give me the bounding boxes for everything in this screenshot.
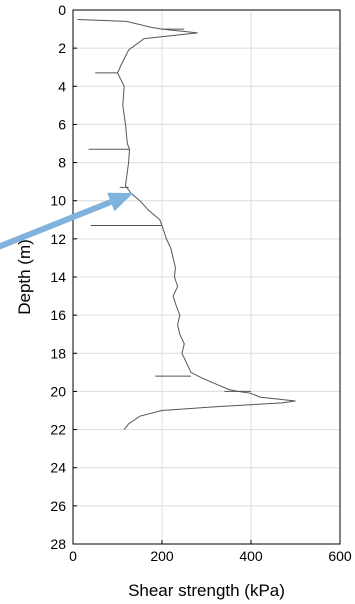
x-tick-label: 600 <box>328 548 352 564</box>
y-tick-label: 18 <box>50 345 66 361</box>
y-tick-label: 12 <box>50 231 66 247</box>
y-tick-label: 2 <box>58 40 66 56</box>
x-tick-label: 0 <box>69 548 77 564</box>
y-tick-label: 0 <box>58 2 66 18</box>
shear-strength-profile-line <box>78 20 296 430</box>
x-tick-label: 400 <box>239 548 263 564</box>
y-tick-label: 20 <box>50 383 66 399</box>
y-tick-label: 10 <box>50 193 66 209</box>
y-tick-label: 24 <box>50 460 66 476</box>
y-tick-label: 16 <box>50 307 66 323</box>
y-tick-label: 28 <box>50 536 66 552</box>
grid-lines <box>73 10 340 544</box>
arrow-head <box>107 193 133 212</box>
y-tick-label: 6 <box>58 116 66 132</box>
measurement-spikes <box>89 29 251 391</box>
y-axis-label: Depth (m) <box>15 239 34 315</box>
y-tick-label: 22 <box>50 422 66 438</box>
x-tick-label: 200 <box>150 548 174 564</box>
y-tick-label: 26 <box>50 498 66 514</box>
y-tick-label: 14 <box>50 269 66 285</box>
y-tick-label: 4 <box>58 78 66 94</box>
y-tick-label: 8 <box>58 155 66 171</box>
x-axis-label: Shear strength (kPa) <box>128 581 285 600</box>
